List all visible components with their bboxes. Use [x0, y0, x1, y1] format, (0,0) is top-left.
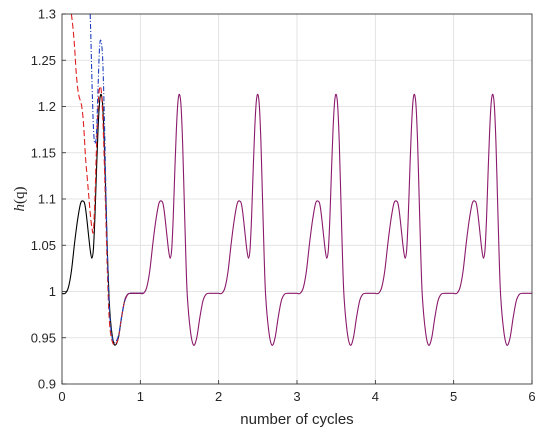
series-layer [62, 14, 532, 346]
series-line-4 [124, 93, 532, 346]
x-tick-labels: 0 1 2 3 4 5 6 [58, 389, 535, 404]
tick-marks [61, 13, 533, 385]
y-axis-label-argument: (q) [12, 187, 28, 205]
x-tick-label: 6 [528, 389, 535, 404]
x-axis-label: number of cycles [240, 411, 353, 428]
x-tick-label: 2 [215, 389, 222, 404]
x-tick-label: 0 [58, 389, 65, 404]
y-tick-label: 1 [49, 284, 56, 299]
y-tick-label: 0.9 [38, 377, 56, 392]
x-tick-label: 3 [293, 389, 300, 404]
x-tick-label: 1 [137, 389, 144, 404]
series-line-2 [70, 14, 144, 346]
y-tick-label: 1.25 [31, 53, 56, 68]
y-tick-label: 1.05 [31, 238, 56, 253]
y-axis-label-symbol: h [12, 204, 28, 212]
y-tick-labels: 0.9 0.95 1 1.05 1.1 1.15 1.2 1.25 1.3 [31, 7, 56, 392]
y-axis-label: h(q) [12, 187, 28, 212]
x-tick-label: 5 [450, 389, 457, 404]
y-tick-label: 1.1 [38, 192, 56, 207]
y-tick-label: 0.95 [31, 330, 56, 345]
x-tick-label: 4 [372, 389, 379, 404]
y-tick-label: 1.3 [38, 7, 56, 22]
series-line-3 [89, 14, 144, 344]
y-tick-label: 1.15 [31, 145, 56, 160]
y-tick-label: 1.2 [38, 99, 56, 114]
